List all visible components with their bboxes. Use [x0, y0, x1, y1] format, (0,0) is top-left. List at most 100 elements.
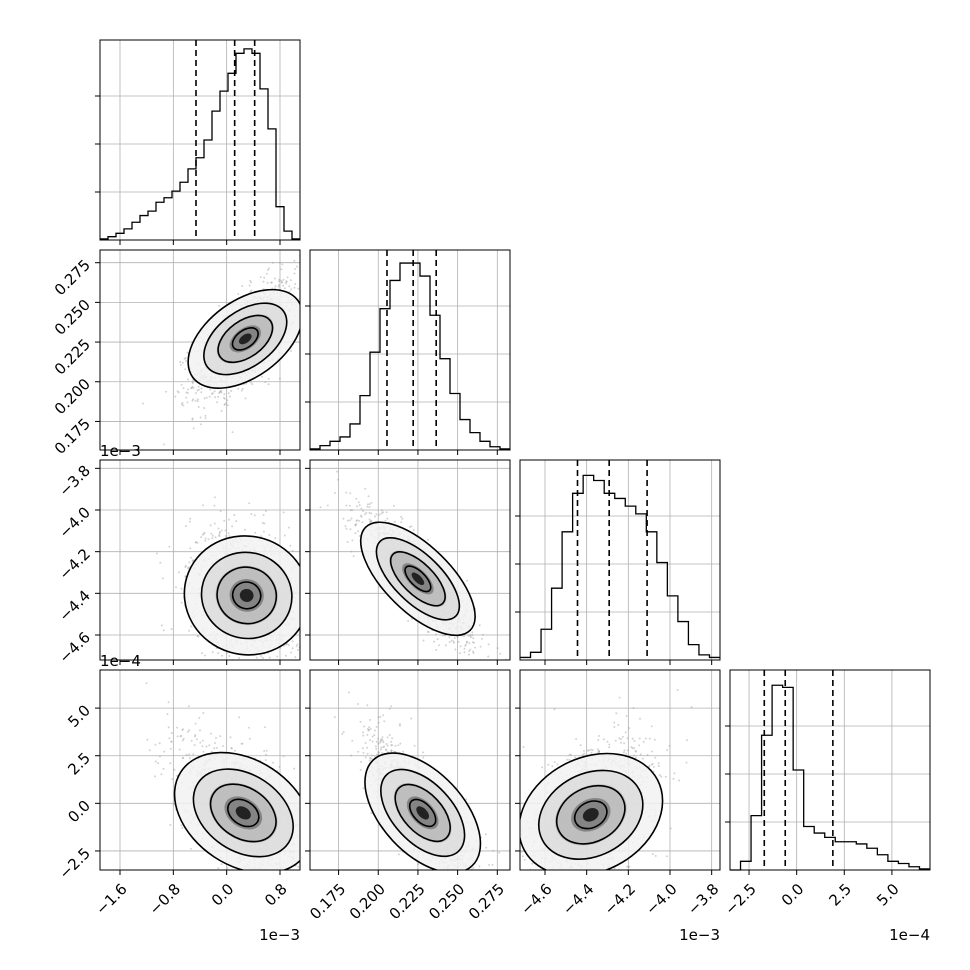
sample-point: [249, 876, 251, 878]
sample-point: [205, 396, 208, 399]
sample-point: [326, 621, 328, 623]
sample-point: [260, 678, 262, 680]
sample-point: [299, 902, 301, 904]
sample-point: [351, 509, 354, 511]
sample-point: [301, 290, 303, 292]
sample-point: [427, 631, 430, 634]
sample-point: [471, 634, 474, 637]
sample-point: [214, 396, 217, 399]
sample-point: [499, 652, 502, 655]
sample-point: [301, 298, 303, 300]
sample-point: [196, 398, 199, 401]
sample-point: [487, 681, 489, 683]
sample-point: [297, 287, 300, 290]
hist-panel-1: [305, 249, 511, 455]
sample-point: [213, 390, 216, 393]
sample-point: [295, 874, 297, 876]
sample-point: [283, 534, 286, 537]
sample-point: [350, 550, 353, 553]
sample-point: [238, 875, 240, 877]
sample-point: [323, 599, 325, 601]
sample-point: [181, 361, 184, 364]
sample-point: [187, 388, 189, 391]
sample-point: [203, 407, 206, 409]
sample-point: [261, 521, 264, 524]
sample-point: [196, 389, 199, 392]
sample-point: [358, 504, 361, 507]
sample-point: [253, 514, 256, 517]
sample-point: [200, 387, 203, 390]
sample-point: [207, 538, 210, 541]
sample-point: [223, 519, 226, 522]
sample-point: [250, 281, 253, 284]
sample-point: [230, 390, 233, 392]
sample-point: [307, 809, 309, 811]
sample-point: [179, 361, 182, 363]
sample-point: [200, 536, 203, 539]
sample-point: [201, 652, 203, 655]
sample-point: [188, 753, 191, 756]
sample-point: [305, 625, 307, 627]
sample-point: [466, 640, 469, 643]
sample-point: [186, 567, 189, 570]
sample-point: [264, 726, 266, 729]
sample-point: [301, 297, 303, 299]
density-region: [238, 333, 252, 345]
sample-point: [482, 633, 484, 636]
sample-point: [226, 404, 229, 407]
sample-point: [184, 525, 187, 527]
sample-point: [222, 396, 225, 399]
sample-point: [307, 633, 309, 635]
sample-point: [485, 664, 487, 666]
sample-point: [472, 637, 475, 640]
sample-point: [213, 504, 216, 507]
sample-point: [220, 409, 223, 412]
sample-point: [194, 541, 197, 544]
hist-frame: [99, 39, 301, 241]
sample-point: [382, 511, 385, 514]
sample-point: [172, 803, 175, 806]
sample-point: [263, 750, 266, 752]
sample-point: [274, 537, 277, 540]
hist-frame: [309, 249, 511, 451]
sample-point: [448, 636, 451, 639]
sample-point: [264, 663, 266, 665]
sample-point: [180, 601, 183, 604]
sample-point: [165, 390, 168, 393]
hist-frame: [729, 669, 931, 871]
sample-point: [217, 395, 220, 398]
sample-point: [348, 519, 351, 522]
sample-point: [293, 873, 295, 875]
sample-point: [335, 470, 338, 473]
sample-point: [220, 529, 223, 532]
sample-point: [175, 586, 177, 589]
sample-point: [463, 647, 466, 650]
sample-point: [185, 396, 188, 399]
sample-point: [303, 839, 305, 841]
sample-point: [261, 375, 264, 378]
sample-point: [268, 656, 271, 659]
sample-point: [291, 549, 294, 552]
sample-point: [300, 283, 302, 285]
sample-point: [189, 547, 192, 550]
pair-frame: [309, 459, 511, 661]
sample-point: [370, 512, 373, 515]
sample-point: [213, 742, 216, 744]
sample-point: [228, 671, 230, 673]
sample-point: [191, 417, 194, 420]
sample-point: [191, 382, 194, 385]
sample-point: [386, 517, 389, 520]
sample-point: [200, 423, 203, 426]
sample-point: [302, 934, 304, 936]
sample-point: [297, 649, 299, 651]
sample-point: [290, 884, 292, 886]
sample-point: [209, 388, 212, 391]
sample-point: [218, 530, 221, 533]
sample-point: [473, 641, 475, 644]
sample-point: [282, 284, 285, 287]
sample-point: [191, 387, 193, 390]
sample-point: [426, 630, 429, 633]
sample-point: [280, 279, 283, 282]
sample-point: [303, 808, 305, 810]
